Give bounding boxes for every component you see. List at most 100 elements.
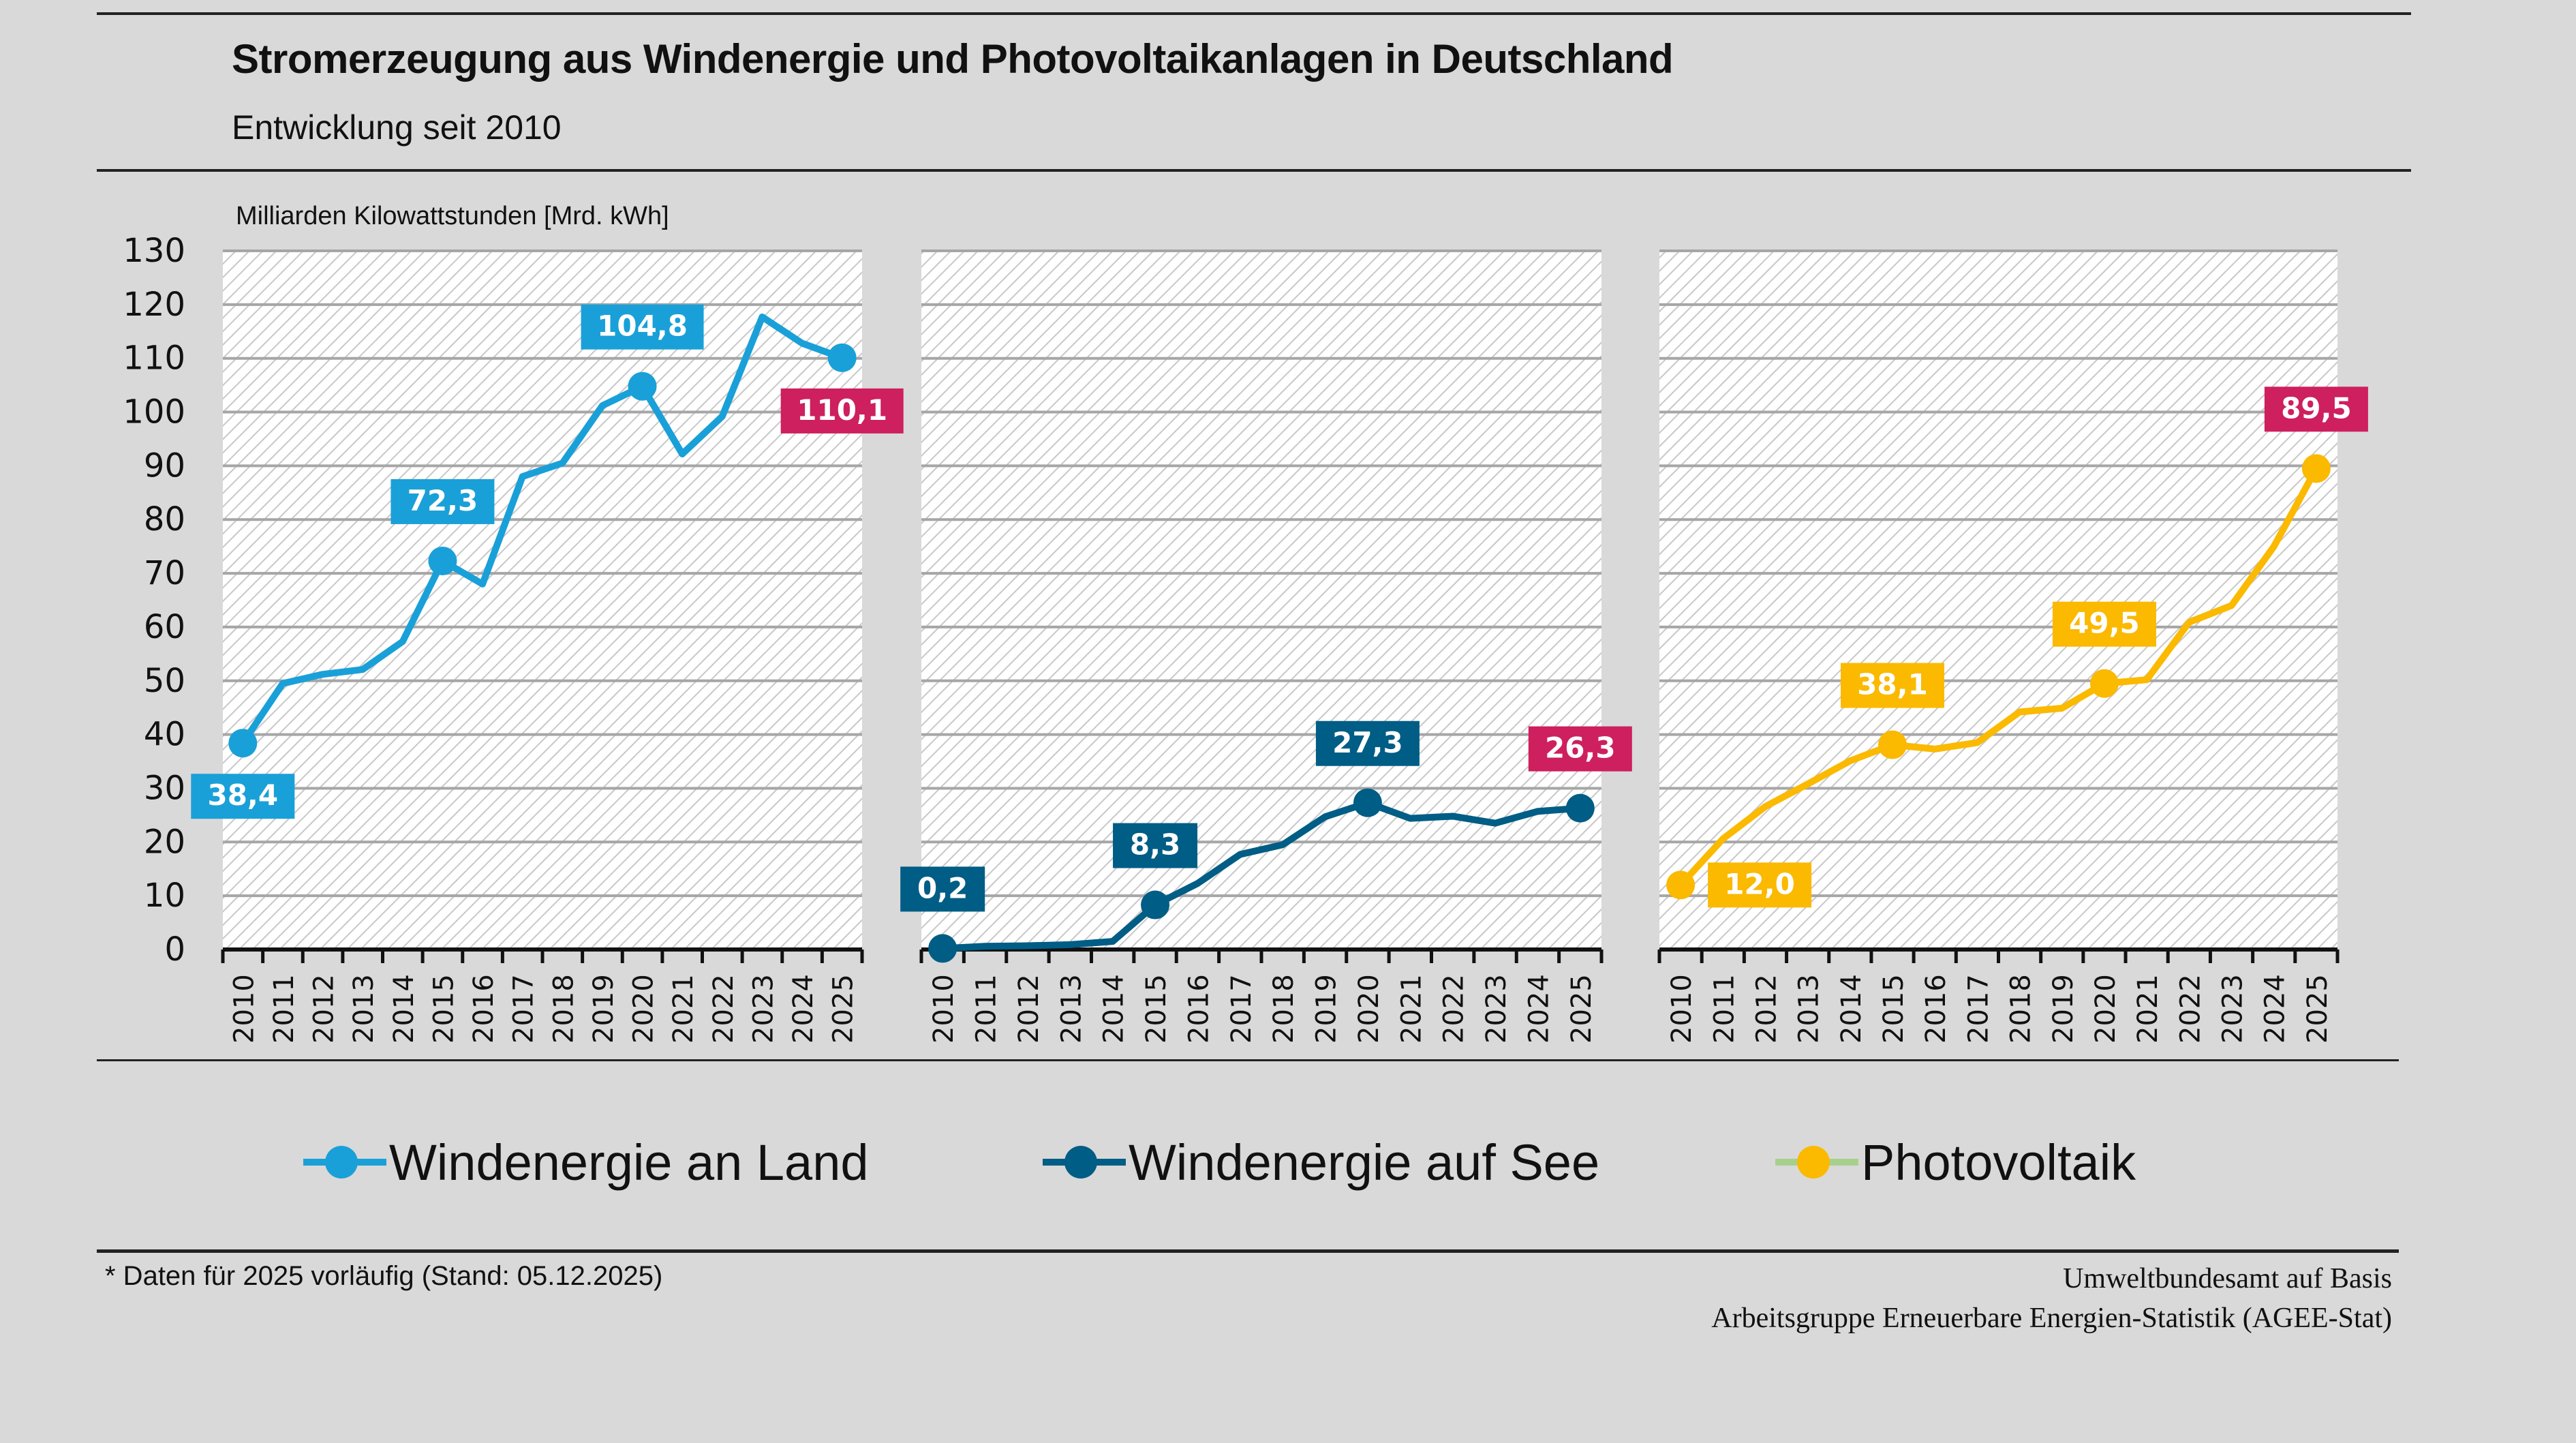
- x-tick-label: 2013: [1794, 974, 1825, 1044]
- x-tick-label: 2023: [748, 974, 779, 1044]
- data-label: 38,1: [1857, 668, 1928, 701]
- data-label: 89,5: [2281, 391, 2352, 425]
- x-tick-label: 2025: [1566, 974, 1597, 1044]
- x-tick-label: 2012: [309, 974, 340, 1044]
- y-tick-label: 40: [144, 716, 185, 754]
- x-tick-label: 2020: [2090, 974, 2121, 1044]
- data-label-box: [1113, 823, 1198, 868]
- source-line-2: Arbeitsgruppe Erneuerbare Energien-Stati…: [1711, 1303, 2392, 1334]
- x-tick-label: 2020: [1353, 974, 1385, 1044]
- legend-onshore-label: Windenergie an Land: [389, 1134, 869, 1191]
- data-label-box: [2052, 601, 2156, 647]
- data-label: 26,3: [1545, 731, 1616, 765]
- x-tick-label: 2023: [2218, 974, 2249, 1044]
- legend-onshore-marker-icon: [303, 1146, 386, 1179]
- x-tick-label: 2019: [588, 974, 619, 1044]
- panel-pv: 2010 2011 2012 2013 2014 2015 2016 2017 2018 2019…: [1657, 249, 2368, 1044]
- y-tick-label: 120: [123, 286, 185, 324]
- y-tick-label: 130: [123, 232, 185, 270]
- x-tick-label: 2011: [1708, 974, 1740, 1044]
- x-tick-label: 2012: [1013, 974, 1045, 1044]
- data-point-marker: [1878, 730, 1907, 759]
- x-tick-label: 2023: [1481, 974, 1512, 1044]
- x-tick-label: 2024: [788, 974, 819, 1044]
- x-tick-label: 2022: [1439, 974, 1470, 1044]
- data-point-marker: [2089, 669, 2119, 698]
- footer-rule: [97, 1249, 2399, 1253]
- legend-item-onshore: Windenergie an Land: [303, 1125, 869, 1200]
- y-tick-label: 110: [123, 339, 185, 378]
- data-label-box: [2264, 386, 2368, 432]
- x-tick-label: 2018: [548, 974, 579, 1044]
- y-tick-label: 30: [144, 769, 185, 807]
- series-line: [240, 313, 844, 746]
- x-tick-label: 2011: [971, 974, 1002, 1044]
- x-tick-label: 2020: [628, 974, 660, 1044]
- x-tick-label: 2021: [2132, 974, 2164, 1044]
- data-label: 49,5: [2069, 607, 2140, 640]
- data-point-marker: [228, 729, 258, 758]
- data-label-box: [900, 866, 985, 912]
- x-tick-label: 2019: [2048, 974, 2079, 1044]
- x-tick-label: 2024: [1523, 974, 1554, 1044]
- footnote: * Daten für 2025 vorläufig (Stand: 05.12…: [105, 1261, 663, 1291]
- data-label-box: [780, 388, 904, 434]
- y-tick-label: 90: [144, 446, 185, 485]
- y-tick-label: 10: [144, 877, 185, 915]
- chart-title: Stromerzeugung aus Windenergie und Photo…: [232, 36, 1674, 82]
- x-tick-label: 2015: [1878, 974, 1910, 1044]
- data-point-marker: [827, 343, 857, 372]
- x-tick-label: 2018: [2006, 974, 2037, 1044]
- data-label-box: [581, 304, 704, 350]
- plot-background: [1659, 251, 2337, 950]
- x-tick-label: 2021: [1396, 974, 1427, 1044]
- data-label: 38,4: [207, 778, 278, 812]
- data-label: 12,0: [1724, 867, 1795, 900]
- legend-pv-label: Photovoltaik: [1861, 1134, 2136, 1191]
- chart-bottom-rule: [97, 1059, 2399, 1061]
- series-line: [942, 799, 1581, 952]
- legend-item-pv: Photovoltaik: [1775, 1125, 2136, 1200]
- data-point-marker: [928, 934, 957, 963]
- x-tick-label: 2010: [928, 974, 960, 1044]
- data-label: 72,3: [408, 484, 478, 517]
- chart-area: 0 10 20 30 40 50 60 70 80 90 100 110 120 130 2010 2011 2…: [123, 232, 2368, 1044]
- source-line-1: Umweltbundesamt auf Basis: [2063, 1263, 2392, 1294]
- y-tick-label: 100: [123, 393, 185, 431]
- x-tick-label: 2025: [2302, 974, 2333, 1044]
- x-tick-label: 2010: [228, 974, 260, 1044]
- y-tick-label: 20: [144, 823, 185, 861]
- data-point-marker: [1141, 890, 1170, 920]
- x-tick-label: 2013: [348, 974, 380, 1044]
- x-tick-label: 2017: [508, 974, 540, 1044]
- x-tick-label: 2022: [2175, 974, 2206, 1044]
- y-axis-label: Milliarden Kilowattstunden [Mrd. kWh]: [236, 202, 669, 230]
- chart-subtitle: Entwicklung seit 2010: [232, 108, 562, 147]
- x-tick-label: 2014: [388, 974, 420, 1044]
- data-point-marker: [2301, 454, 2331, 483]
- data-point-marker: [1666, 870, 1696, 900]
- x-tick-label: 2017: [1226, 974, 1257, 1044]
- x-tick-label: 2015: [1141, 974, 1172, 1044]
- x-tick-label: 2018: [1268, 974, 1300, 1044]
- panel-onshore: 2010 2011 2012 2013 2014 2015 2016 2017 2018 2019…: [191, 249, 904, 1044]
- data-label-box: [1841, 663, 1945, 708]
- series-line: [1678, 466, 2320, 887]
- legend-pv-marker-icon: [1775, 1146, 1858, 1179]
- x-tick-label: 2014: [1099, 974, 1130, 1044]
- plot-background: [921, 251, 1601, 950]
- x-tick-label: 2019: [1311, 974, 1343, 1044]
- panel-offshore: 2010 2011 2012 2013 2014 2015 2016 2017 2018 2019…: [900, 249, 1632, 1044]
- data-point-marker: [1353, 788, 1382, 817]
- x-tick-label: 2010: [1666, 974, 1698, 1044]
- x-tick-label: 2016: [468, 974, 500, 1044]
- x-tick-label: 2012: [1751, 974, 1782, 1044]
- legend-offshore-marker-icon: [1043, 1146, 1126, 1179]
- top-rule: [97, 12, 2411, 15]
- data-point-marker: [628, 371, 657, 401]
- data-label: 27,3: [1332, 726, 1403, 759]
- data-label-box: [1708, 862, 1812, 908]
- header-rule: [97, 169, 2411, 172]
- x-tick-label: 2024: [2260, 974, 2291, 1044]
- y-tick-label: 50: [144, 662, 185, 700]
